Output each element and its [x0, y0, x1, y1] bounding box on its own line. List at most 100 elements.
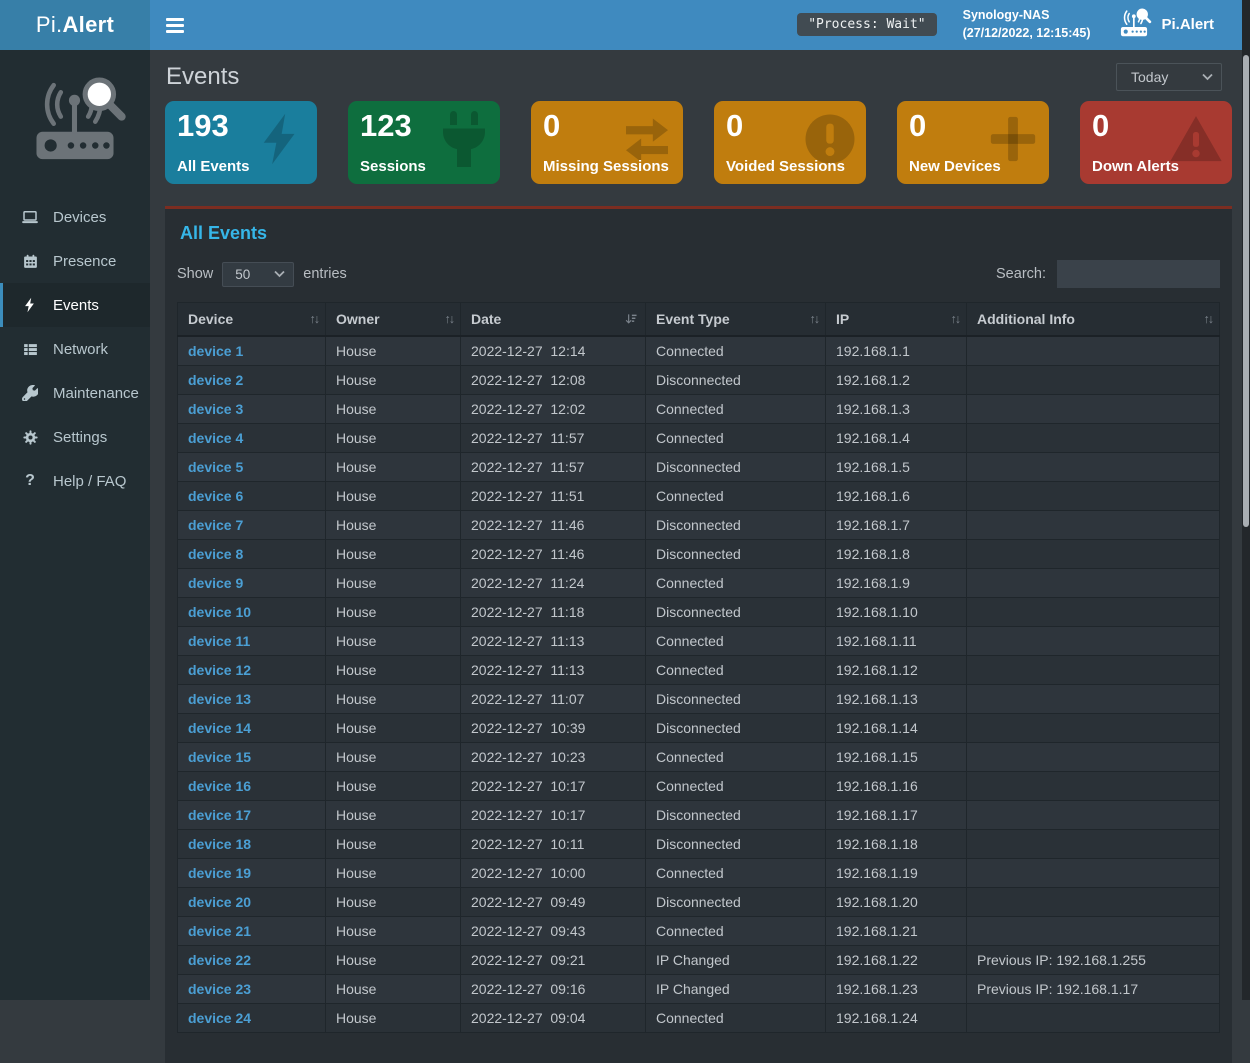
column-header-date[interactable]: Date	[461, 303, 646, 337]
ip-cell: 192.168.1.6	[826, 481, 967, 510]
device-cell: device 18	[178, 829, 326, 858]
app-chip[interactable]: Pi.Alert	[1116, 7, 1214, 43]
device-link[interactable]: device 1	[188, 343, 243, 359]
table-row: device 20House2022-12-27 09:49Disconnect…	[178, 887, 1220, 916]
device-cell: device 19	[178, 858, 326, 887]
page-length-select[interactable]: 50	[222, 262, 294, 287]
device-link[interactable]: device 3	[188, 401, 243, 417]
stat-value: 0	[1092, 110, 1220, 143]
device-link[interactable]: device 10	[188, 604, 251, 620]
device-link[interactable]: device 4	[188, 430, 243, 446]
date-cell: 2022-12-27 11:07	[461, 684, 646, 713]
ip-cell: 192.168.1.12	[826, 655, 967, 684]
device-cell: device 17	[178, 800, 326, 829]
device-cell: device 11	[178, 626, 326, 655]
device-cell: device 22	[178, 945, 326, 974]
search-input[interactable]	[1057, 260, 1220, 288]
stat-card-all-events[interactable]: 193All Events	[165, 101, 317, 184]
stat-card-sessions[interactable]: 123Sessions	[348, 101, 500, 184]
sidebar-item-devices[interactable]: Devices	[0, 195, 150, 239]
main-content: Events Today 193All Events123Sessions0Mi…	[150, 50, 1242, 1000]
column-header-ip[interactable]: IP↑↓	[826, 303, 967, 337]
device-link[interactable]: device 15	[188, 749, 251, 765]
owner-cell: House	[326, 365, 461, 394]
device-link[interactable]: device 16	[188, 778, 251, 794]
device-link[interactable]: device 24	[188, 1010, 251, 1026]
owner-cell: House	[326, 800, 461, 829]
sidebar-item-events[interactable]: Events	[0, 283, 150, 327]
owner-cell: House	[326, 655, 461, 684]
table-row: device 24House2022-12-27 09:04Connected1…	[178, 1003, 1220, 1032]
sort-both-icon: ↑↓	[310, 312, 319, 326]
column-header-owner[interactable]: Owner↑↓	[326, 303, 461, 337]
event-type-cell: Connected	[646, 771, 826, 800]
device-link[interactable]: device 6	[188, 488, 243, 504]
device-link[interactable]: device 12	[188, 662, 251, 678]
stat-card-new-devices[interactable]: 0New Devices	[897, 101, 1049, 184]
owner-cell: House	[326, 742, 461, 771]
device-link[interactable]: device 2	[188, 372, 243, 388]
device-link[interactable]: device 8	[188, 546, 243, 562]
table-row: device 11House2022-12-27 11:13Connected1…	[178, 626, 1220, 655]
event-type-cell: Connected	[646, 423, 826, 452]
device-cell: device 16	[178, 771, 326, 800]
hamburger-menu-icon[interactable]	[166, 18, 184, 33]
device-link[interactable]: device 7	[188, 517, 243, 533]
device-link[interactable]: device 11	[188, 633, 250, 649]
sidebar-item-settings[interactable]: Settings	[0, 415, 150, 459]
column-header-event-type[interactable]: Event Type↑↓	[646, 303, 826, 337]
device-link[interactable]: device 9	[188, 575, 243, 591]
stat-card-missing-sessions[interactable]: 0Missing Sessions	[531, 101, 683, 184]
device-cell: device 20	[178, 887, 326, 916]
question-icon: ?	[20, 472, 40, 490]
device-link[interactable]: device 14	[188, 720, 251, 736]
period-select[interactable]: Today	[1116, 63, 1222, 91]
column-header-device[interactable]: Device↑↓	[178, 303, 326, 337]
date-cell: 2022-12-27 11:46	[461, 510, 646, 539]
device-link[interactable]: device 5	[188, 459, 243, 475]
device-link[interactable]: device 22	[188, 952, 251, 968]
entries-label: entries	[303, 266, 347, 282]
sidebar-item-presence[interactable]: Presence	[0, 239, 150, 283]
show-label: Show	[177, 266, 213, 282]
sidebar-nav: Devices Presence EventsNetwork Maintenance S…	[0, 195, 150, 503]
ip-cell: 192.168.1.1	[826, 336, 967, 365]
ip-cell: 192.168.1.9	[826, 568, 967, 597]
scrollbar-thumb[interactable]	[1243, 55, 1249, 527]
device-cell: device 13	[178, 684, 326, 713]
device-link[interactable]: device 17	[188, 807, 251, 823]
sidebar-item-label: Help / FAQ	[53, 473, 126, 490]
additional-info-cell	[967, 626, 1220, 655]
ip-cell: 192.168.1.17	[826, 800, 967, 829]
additional-info-cell	[967, 800, 1220, 829]
bolt-icon	[20, 296, 40, 314]
device-link[interactable]: device 18	[188, 836, 251, 852]
event-type-cell: Connected	[646, 858, 826, 887]
device-link[interactable]: device 20	[188, 894, 251, 910]
sidebar-item-help-faq[interactable]: ? Help / FAQ	[0, 459, 150, 503]
device-link[interactable]: device 19	[188, 865, 251, 881]
additional-info-cell	[967, 394, 1220, 423]
device-link[interactable]: device 13	[188, 691, 251, 707]
vertical-scrollbar[interactable]	[1242, 0, 1250, 1000]
sidebar: Devices Presence EventsNetwork Maintenance S…	[0, 50, 150, 1000]
stat-card-voided-sessions[interactable]: 0Voided Sessions	[714, 101, 866, 184]
table-row: device 9House2022-12-27 11:24Connected19…	[178, 568, 1220, 597]
sidebar-item-label: Maintenance	[53, 385, 139, 402]
device-link[interactable]: device 21	[188, 923, 251, 939]
column-header-additional-info[interactable]: Additional Info↑↓	[967, 303, 1220, 337]
brand-logo[interactable]: Pi.Alert	[0, 0, 150, 50]
owner-cell: House	[326, 684, 461, 713]
sidebar-item-label: Presence	[53, 253, 116, 270]
event-type-cell: Connected	[646, 1003, 826, 1032]
sidebar-item-maintenance[interactable]: Maintenance	[0, 371, 150, 415]
additional-info-cell	[967, 655, 1220, 684]
device-link[interactable]: device 23	[188, 981, 251, 997]
column-label: Date	[471, 311, 501, 327]
sidebar-logo	[0, 50, 150, 195]
sidebar-item-network[interactable]: Network	[0, 327, 150, 371]
stat-card-down-alerts[interactable]: 0Down Alerts	[1080, 101, 1232, 184]
table-row: device 13House2022-12-27 11:07Disconnect…	[178, 684, 1220, 713]
column-label: Additional Info	[977, 311, 1075, 327]
device-cell: device 15	[178, 742, 326, 771]
